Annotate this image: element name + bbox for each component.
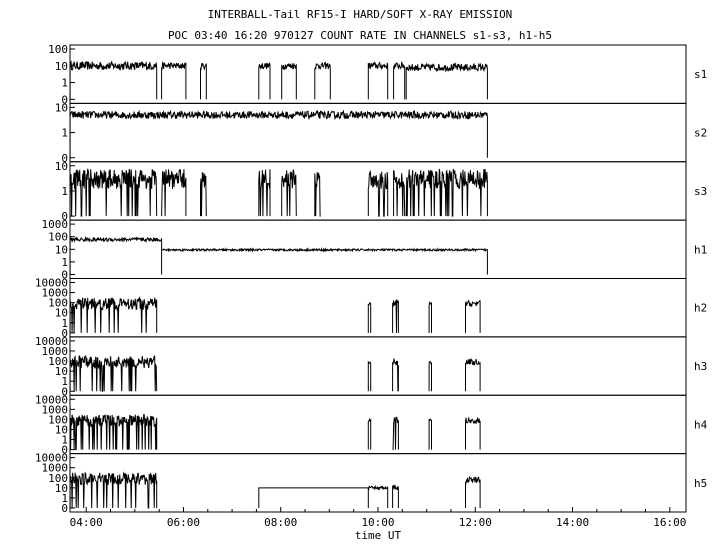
- series-line-s1: [69, 60, 488, 100]
- y-tick-label-h4: 100: [48, 413, 68, 426]
- x-tick-label: 10:00: [361, 516, 394, 529]
- y-tick-label-s2: 1: [61, 127, 68, 140]
- y-tick-label-h2: 10: [55, 307, 68, 320]
- y-tick-label-h2: 10000: [35, 277, 68, 290]
- panel-label-h1: h1: [694, 243, 707, 256]
- series-line-h5: [69, 471, 481, 509]
- series-line-h3: [69, 354, 481, 392]
- series-line-s3: [69, 168, 488, 217]
- panel-label-h3: h3: [694, 360, 707, 373]
- y-tick-label-h5: 10: [55, 482, 68, 495]
- panel-frame-h4: [69, 394, 687, 455]
- x-axis-label: time UT: [355, 529, 402, 542]
- series-line-h4: [69, 413, 481, 451]
- y-tick-label-s2: 10: [55, 101, 68, 114]
- chart-title: INTERBALL-Tail RF15-I HARD/SOFT X-RAY EM…: [207, 8, 513, 21]
- y-tick-label-h5: 1: [61, 492, 68, 505]
- y-tick-label-h3: 10: [55, 365, 68, 378]
- y-tick-label-h4: 1000: [42, 403, 69, 416]
- x-tick-label: 06:00: [167, 516, 200, 529]
- series-line-h1: [69, 235, 488, 275]
- series-line-s2: [69, 109, 488, 158]
- panel-frame-h2: [69, 278, 687, 338]
- y-tick-label-h4: 10: [55, 423, 68, 436]
- panel-label-s1: s1: [694, 68, 707, 81]
- panel-label-h4: h4: [694, 418, 708, 431]
- y-tick-label-s1: 1: [61, 77, 68, 90]
- x-tick-label: 04:00: [70, 516, 103, 529]
- x-tick-label: 12:00: [459, 516, 492, 529]
- panel-label-s3: s3: [694, 185, 707, 198]
- y-tick-label-h4: 10000: [35, 393, 68, 406]
- x-tick-label: 08:00: [264, 516, 297, 529]
- panel-label-h2: h2: [694, 302, 707, 315]
- y-tick-label-h2: 1000: [42, 287, 69, 300]
- series-line-h2: [69, 296, 481, 333]
- y-tick-label-h5: 10000: [35, 452, 68, 465]
- y-tick-label-s1: 0: [61, 93, 68, 106]
- y-tick-label-h1: 1000: [42, 218, 69, 231]
- y-tick-label-s3: 1: [61, 185, 68, 198]
- y-tick-label-h5: 100: [48, 472, 68, 485]
- y-tick-label-s3: 0: [61, 210, 68, 223]
- y-tick-label-h1: 100: [48, 231, 68, 244]
- panel-frame-h3: [69, 336, 687, 396]
- y-tick-label-s3: 10: [55, 160, 68, 173]
- chart-subtitle: POC 03:40 16:20 970127 COUNT RATE IN CHA…: [167, 29, 553, 42]
- y-tick-label-h3: 1000: [42, 345, 69, 358]
- y-tick-label-s1: 10: [55, 60, 68, 73]
- y-tick-label-h1: 10: [55, 243, 68, 256]
- y-tick-label-h3: 10000: [35, 335, 68, 348]
- y-tick-label-h3: 1: [61, 375, 68, 388]
- y-tick-label-h3: 0: [61, 385, 68, 398]
- y-tick-label-h5: 1000: [42, 462, 69, 475]
- y-tick-label-h2: 0: [61, 327, 68, 340]
- y-tick-label-h5: 0: [61, 502, 68, 515]
- y-tick-label-h1: 0: [61, 269, 68, 282]
- x-tick-label: 14:00: [556, 516, 589, 529]
- panel-frame-s1: [69, 44, 687, 104]
- y-tick-label-s2: 0: [61, 152, 68, 165]
- y-tick-label-s1: 100: [48, 43, 68, 56]
- y-tick-label-h2: 100: [48, 297, 68, 310]
- panel-frame-h5: [69, 453, 687, 513]
- panel-label-h5: h5: [694, 477, 707, 490]
- y-tick-label-h2: 1: [61, 317, 68, 330]
- x-tick-label: 16:00: [653, 516, 686, 529]
- y-tick-label-h3: 100: [48, 355, 68, 368]
- y-tick-label-h4: 1: [61, 434, 68, 447]
- y-tick-label-h4: 0: [61, 444, 68, 457]
- y-tick-label-h1: 1: [61, 256, 68, 269]
- panel-label-s2: s2: [694, 127, 707, 140]
